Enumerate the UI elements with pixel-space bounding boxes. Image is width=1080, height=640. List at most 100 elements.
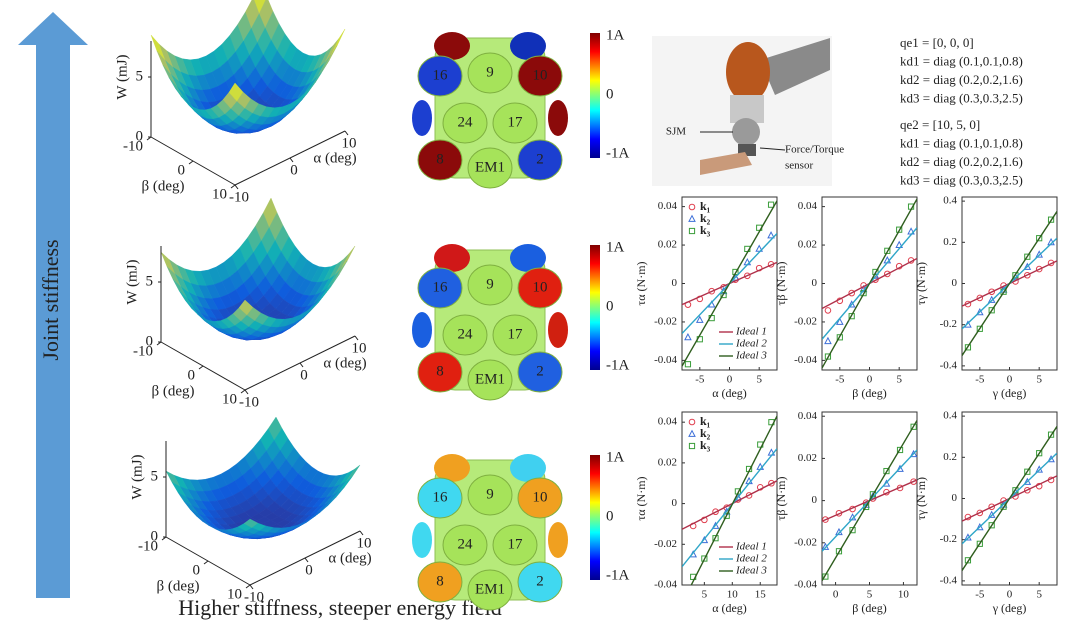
data-point [712, 535, 719, 542]
y-tick-label: 0.2 [943, 451, 957, 463]
data-point [824, 307, 832, 314]
legend-label: k₂ [700, 211, 711, 225]
x-tick [359, 530, 364, 536]
z-tick-label: 5 [151, 468, 159, 484]
magnet-label: 17 [508, 536, 524, 552]
magnet [492, 314, 538, 356]
y-tick [188, 160, 194, 165]
magnet [442, 102, 488, 144]
y-tick-label: 0.04 [658, 200, 678, 212]
parameter: kd3 = diag (0.3,0.3,2.5) [900, 172, 1023, 187]
x-tick-label: -5 [835, 374, 845, 386]
magnet [434, 32, 470, 60]
data-point [1023, 262, 1032, 270]
x-axis-label: β (deg) [852, 601, 886, 615]
x-tick [304, 557, 309, 563]
colorbar [590, 33, 600, 158]
z-tick-label: 0 [151, 528, 159, 544]
x-tick-label: 0 [1007, 589, 1013, 601]
magnet-label: EM1 [475, 371, 505, 387]
z-tick-label: 0 [136, 128, 144, 144]
data-point [768, 479, 775, 487]
y-axis-label: τβ (N·m) [774, 262, 788, 306]
x-axis-label: α (deg) [323, 355, 366, 371]
data-point [708, 287, 715, 295]
y-tick-label: 0 [188, 367, 196, 383]
colorbar [590, 455, 600, 580]
legend-label: k₂ [700, 426, 711, 440]
plot-frame [681, 411, 778, 586]
x-tick [234, 184, 239, 190]
x-tick-label: 5 [896, 374, 902, 386]
x-tick [249, 584, 254, 590]
colorbar [590, 245, 600, 370]
colorbar-label: 1A [606, 239, 625, 255]
x-tick-label: -5 [975, 589, 985, 601]
y-tick-label: 10 [222, 391, 237, 407]
magnet [510, 454, 546, 482]
y-tick-label: 0.2 [943, 236, 957, 248]
parameter: kd2 = diag (0.2,0.2,1.6) [900, 72, 1023, 87]
data-point [1047, 431, 1055, 438]
data-point [964, 344, 972, 351]
legend-label: Ideal 1 [735, 541, 767, 553]
x-tick-label: 10 [352, 340, 367, 356]
magnet [417, 477, 463, 519]
data-point [1047, 216, 1055, 223]
magnet [517, 55, 563, 97]
z-axis-label: W (mJ) [114, 54, 130, 99]
data-point [1024, 468, 1031, 475]
magnet-label: 16 [433, 489, 449, 505]
x-tick-label: 10 [357, 535, 372, 551]
legend-label: k₃ [700, 223, 711, 237]
magnet [548, 100, 568, 136]
magnet-label: 9 [486, 486, 494, 502]
data-point [964, 557, 972, 564]
y-tick-label: 0.02 [658, 456, 677, 468]
legend-label: Ideal 2 [735, 553, 767, 565]
y-tick-label: -0.02 [654, 315, 677, 327]
y-tick-label: 0.04 [798, 200, 818, 212]
y-axis-label: β (deg) [151, 383, 194, 399]
y-tick-label: -0.04 [654, 579, 677, 591]
magnet [417, 55, 463, 97]
photo-label: sensor [785, 160, 813, 172]
x-tick-label: 5 [1036, 589, 1042, 601]
magnet [412, 522, 432, 558]
data-point [824, 353, 832, 360]
data-point [711, 521, 720, 529]
magnet-label: 24 [458, 114, 474, 130]
y-tick-label: 0 [952, 277, 958, 289]
x-tick [299, 362, 304, 368]
z-tick-label: 5 [136, 68, 144, 84]
y-tick-label: -0.4 [940, 574, 958, 586]
ideal-line [822, 198, 917, 369]
y-tick-label: 0.02 [798, 239, 817, 251]
parameter: kd3 = diag (0.3,0.3,2.5) [900, 90, 1023, 105]
legend-label: Ideal 1 [735, 326, 767, 338]
surface-patch [238, 299, 254, 316]
data-point [883, 467, 890, 475]
legend-label: Ideal 3 [735, 350, 767, 362]
z-tick-label: 5 [146, 273, 154, 289]
x-tick-label: -10 [229, 189, 249, 205]
y-tick-label: 0.02 [658, 239, 677, 251]
x-tick-label: 0 [833, 589, 839, 601]
data-point [767, 201, 775, 208]
data-point [745, 492, 753, 499]
magnet [412, 312, 432, 348]
x-tick-label: 0 [867, 374, 873, 386]
legend-marker [688, 214, 696, 222]
y-tick-label: 0 [812, 277, 818, 289]
magnet-label: EM1 [475, 581, 505, 597]
magnet [517, 351, 563, 393]
magnet-label: 16 [433, 279, 449, 295]
y-tick-label: -0.2 [940, 318, 957, 330]
photo [652, 36, 832, 186]
photo-label: SJM [666, 126, 686, 138]
y-tick-label: -10 [138, 538, 158, 554]
y-tick-label: 0 [672, 277, 678, 289]
y-tick-label: 10 [212, 186, 227, 202]
magnet-label: 8 [436, 151, 444, 167]
